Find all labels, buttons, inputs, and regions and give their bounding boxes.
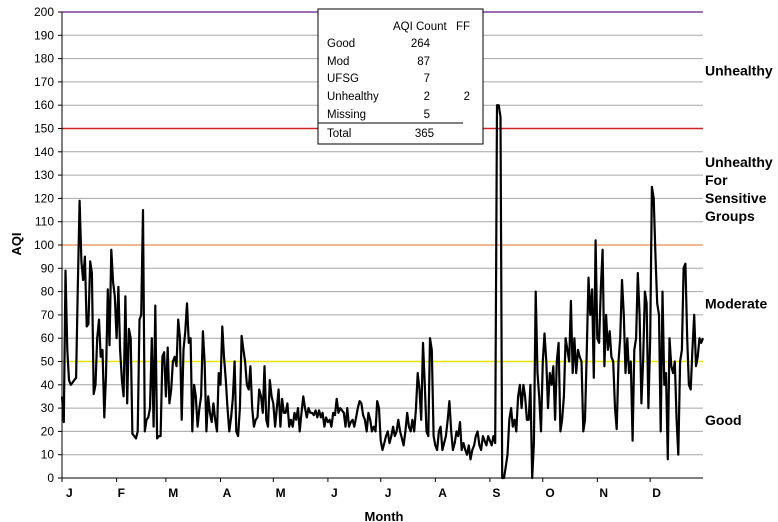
x-tick-label: F — [118, 486, 125, 500]
y-tick-label: 160 — [34, 98, 54, 112]
table-row-count: 87 — [417, 56, 430, 68]
y-tick-label: 200 — [34, 5, 54, 19]
aqi-category-label: Unhealthy — [705, 62, 773, 78]
y-tick-label: 40 — [41, 378, 55, 392]
x-tick-label: N — [599, 486, 608, 500]
y-tick-label: 130 — [34, 168, 54, 182]
aqi-series-line — [60, 104, 705, 480]
table-header-count: AQI Count — [393, 21, 447, 33]
aqi-category-label: For — [705, 172, 728, 188]
x-tick-label: S — [492, 486, 500, 500]
aqi-category-labels: Unhealthy Unhealthy For Sensitive Groups Mode… — [705, 62, 773, 428]
x-axis-title: Month — [365, 509, 404, 522]
y-tick-label: 70 — [41, 308, 55, 322]
y-tick-label: 0 — [47, 471, 54, 485]
table-row-ff: 2 — [464, 91, 470, 103]
y-tick-label: 170 — [34, 75, 54, 89]
y-tick-label: 20 — [41, 424, 55, 438]
table-total-count: 365 — [415, 128, 434, 140]
x-tick-label: M — [168, 486, 178, 500]
y-tick-label: 80 — [41, 285, 55, 299]
table-row-label: Unhealthy — [327, 91, 379, 103]
table-row-count: 5 — [424, 109, 430, 121]
aqi-category-label: Sensitive — [705, 190, 767, 206]
x-tick-label: A — [223, 486, 232, 500]
aqi-category-label: Unhealthy — [705, 154, 773, 170]
y-tick-label: 190 — [34, 28, 54, 42]
y-tick-label: 180 — [34, 52, 54, 66]
x-tick-label: D — [652, 486, 661, 500]
y-tick-label: 140 — [34, 145, 54, 159]
y-tick-label: 120 — [34, 191, 54, 205]
y-tick-label: 30 — [41, 401, 55, 415]
table-header-ff: FF — [456, 21, 470, 33]
y-axis-title: AQI — [9, 232, 24, 255]
summary-table: AQI Count FF Good 264 Mod 87 UFSG 7 Unhe… — [317, 8, 484, 145]
table-total-label: Total — [327, 128, 351, 140]
x-tick-label: J — [385, 486, 392, 500]
x-tick-label: M — [276, 486, 286, 500]
aqi-category-label: Good — [705, 412, 742, 428]
table-row-label: UFSG — [327, 73, 359, 85]
y-tick-label: 50 — [41, 355, 55, 369]
y-tick-label: 60 — [41, 331, 55, 345]
x-tick-label: A — [438, 486, 447, 500]
x-tick-label: J — [331, 486, 338, 500]
series-group — [60, 104, 705, 480]
aqi-category-label: Groups — [705, 208, 755, 224]
y-tick-labels: 0 10 20 30 40 50 60 70 80 90 100 110 120 130 140 150 160… — [34, 5, 54, 485]
table-row-label: Mod — [327, 56, 349, 68]
aqi-category-label: Moderate — [705, 295, 767, 311]
y-tick-label: 90 — [41, 261, 55, 275]
table-row-count: 2 — [424, 91, 430, 103]
table-row-count: 7 — [424, 73, 430, 85]
summary-table-box — [317, 8, 484, 145]
x-tick-label: J — [66, 486, 73, 500]
y-tick-label: 110 — [35, 215, 54, 229]
table-row-label: Good — [327, 38, 355, 50]
y-tick-label: 150 — [34, 122, 54, 136]
table-row-count: 264 — [411, 38, 431, 50]
table-row-label: Missing — [327, 109, 366, 121]
y-tick-label: 100 — [34, 238, 54, 252]
x-tick-label: O — [545, 486, 554, 500]
y-tick-label: 10 — [41, 448, 55, 462]
